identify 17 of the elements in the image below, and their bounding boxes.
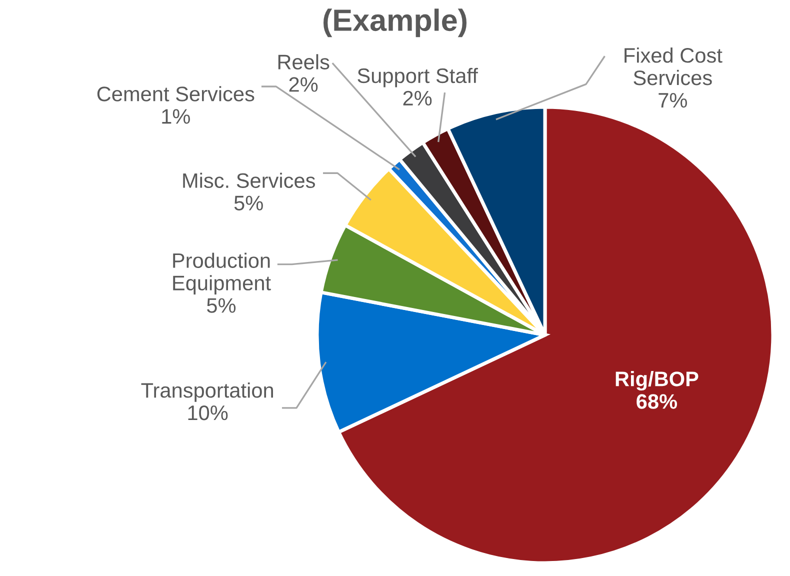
slice-label: Reels [278,54,330,70]
data-label: 1% [162,109,190,124]
slice-label: Cement Services [97,86,254,102]
data-label: 7% [658,93,687,108]
slice-label: Misc. Services [183,172,315,188]
data-label: 10% [188,405,228,420]
data-label: 2% [403,90,432,106]
slice-label: Fixed Cost Services [624,47,722,86]
chart-title: (Example) [324,8,466,38]
slice-label: Rig/BOP [616,371,698,391]
data-label: 2% [289,77,318,92]
slice-label: Support Staff [358,68,478,88]
slice-label: Production Equipment [173,252,271,295]
data-label: 5% [207,298,236,313]
data-label: 68% [636,394,678,409]
slice-label: Transportation [141,382,273,402]
data-label: 5% [234,196,263,210]
